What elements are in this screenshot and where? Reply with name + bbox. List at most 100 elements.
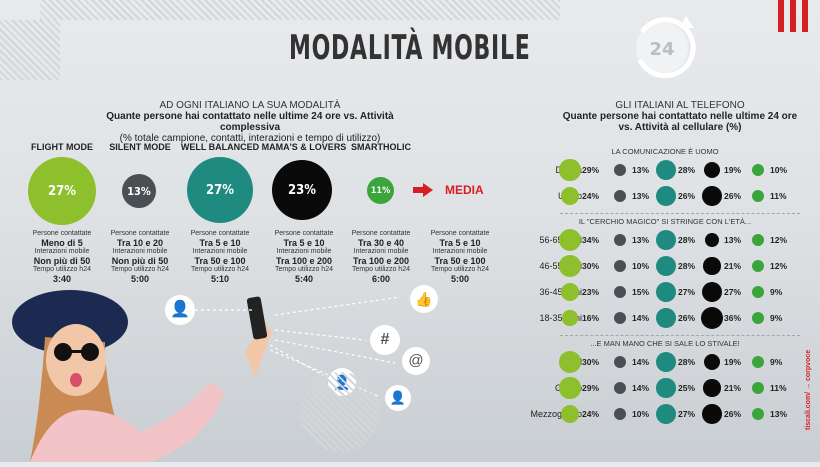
media-label: MEDIA bbox=[445, 183, 484, 197]
value-dot bbox=[614, 408, 626, 420]
value-dot bbox=[752, 190, 764, 202]
table-row: 56-65 anni34%13%28%13%12% bbox=[520, 229, 810, 251]
mode-bubble-mamas: 23% bbox=[272, 160, 332, 220]
value-dot bbox=[614, 312, 626, 324]
value-dot bbox=[559, 159, 581, 181]
table-row: Centro29%14%25%21%11% bbox=[520, 377, 810, 399]
value-percent: 11% bbox=[770, 191, 787, 201]
value-dot bbox=[655, 255, 677, 277]
value-percent: 28% bbox=[678, 235, 696, 245]
value-dot bbox=[752, 408, 764, 420]
mode-stats-flight: Persone contattate Meno di 5 Interazioni … bbox=[32, 230, 92, 284]
page-title: MODALITÀ MOBILE bbox=[289, 28, 531, 68]
table-row: 36-45 anni23% 15% 27% 27% 9% bbox=[520, 281, 810, 303]
table-row: Mezzogiorno 24% 10% 27% 26% 13% bbox=[520, 403, 810, 425]
table-row: 46-55 anni30%10%28%21%12% bbox=[520, 255, 810, 277]
value-dot bbox=[655, 159, 677, 181]
group-title: IL "CERCHIO MAGICO" SI STRINGE CON L'ETÀ… bbox=[578, 217, 752, 226]
source-credit: tiscali.com/ → corpvoce bbox=[805, 349, 812, 430]
mode-bubble-silent: 13% bbox=[122, 174, 156, 208]
right-header-title: GLI ITALIANI AL TELEFONO bbox=[615, 100, 745, 111]
arrow-right-icon bbox=[413, 183, 433, 202]
hatch-band-top bbox=[40, 0, 560, 20]
value-percent: 10% bbox=[632, 261, 650, 271]
value-dot bbox=[752, 382, 764, 394]
value-percent: 13% bbox=[770, 409, 788, 419]
row-label: 36-45 anni bbox=[539, 287, 582, 297]
value-percent: 9% bbox=[770, 357, 783, 367]
left-header-note: (% totale campione, contatti, interazion… bbox=[119, 133, 381, 144]
brand-red-bars bbox=[778, 0, 818, 32]
group-divider bbox=[560, 335, 800, 336]
value-percent: 24% bbox=[582, 191, 600, 201]
table-row: Donna29%13%28%19%10% bbox=[520, 159, 810, 181]
value-dot bbox=[705, 233, 719, 247]
row-label: 18-35 anni bbox=[539, 313, 582, 323]
value-dot bbox=[655, 351, 677, 373]
user-profile-icon: 👤 bbox=[165, 295, 195, 325]
row-label: Mezzogiorno bbox=[530, 409, 582, 419]
value-percent: 24% bbox=[582, 409, 600, 419]
value-percent: 9% bbox=[770, 287, 783, 297]
mode-stats-silent: Persone contattate Tra 10 e 20 Interazion… bbox=[110, 230, 170, 284]
value-percent: 23% bbox=[582, 287, 600, 297]
value-dot bbox=[614, 382, 626, 394]
value-percent: 28% bbox=[678, 261, 696, 271]
value-percent: 27% bbox=[678, 287, 696, 297]
value-dot bbox=[560, 186, 580, 206]
table-row: Uomo24%13%26%26%11% bbox=[520, 185, 810, 207]
value-dot bbox=[656, 186, 676, 206]
value-dot bbox=[752, 164, 764, 176]
mode-label-smartholic: SMARTHOLIC bbox=[351, 142, 411, 152]
mode-bubble-smartholic: 11% bbox=[367, 177, 394, 204]
value-percent: 12% bbox=[770, 235, 788, 245]
value-percent: 11% bbox=[770, 383, 787, 393]
value-dot bbox=[701, 281, 723, 303]
value-percent: 21% bbox=[724, 383, 742, 393]
value-percent: 34% bbox=[582, 235, 600, 245]
value-dot bbox=[559, 229, 581, 251]
right-section-header: GLI ITALIANI AL TELEFONO Quante persone … bbox=[560, 100, 800, 133]
value-percent: 19% bbox=[724, 165, 742, 175]
mode-label-silent: SILENT MODE bbox=[109, 142, 171, 152]
value-dot bbox=[656, 378, 676, 398]
mode-stats-media: Persone contattate Tra 5 e 10 Interazioni… bbox=[430, 230, 490, 284]
mode-label-mamas: MAMA'S & LOVERS bbox=[261, 142, 347, 152]
value-dot bbox=[703, 161, 721, 179]
value-dot bbox=[562, 310, 578, 326]
value-percent: 29% bbox=[582, 165, 600, 175]
value-dot bbox=[752, 234, 764, 246]
group-title: LA COMUNICAZIONE È UOMO bbox=[611, 147, 719, 156]
left-header-question: Quante persone hai contattato nelle ulti… bbox=[106, 111, 394, 133]
mode-stats-balanced: Persone contattate Tra 5 e 10 Interazioni… bbox=[190, 230, 250, 284]
value-dot bbox=[655, 281, 677, 303]
badge-text: 24 bbox=[649, 39, 674, 60]
value-percent: 13% bbox=[632, 165, 650, 175]
group-divider bbox=[560, 213, 800, 214]
group-title: ...E MAN MANO CHE SI SALE LO STIVALE! bbox=[590, 339, 740, 348]
mode-label-balanced: WELL BALANCED bbox=[180, 142, 260, 152]
value-percent: 19% bbox=[724, 357, 742, 367]
value-percent: 28% bbox=[678, 357, 696, 367]
value-dot bbox=[655, 229, 677, 251]
value-percent: 14% bbox=[632, 383, 650, 393]
left-header-title: AD OGNI ITALIANO LA SUA MODALITÀ bbox=[159, 100, 341, 111]
value-dot bbox=[614, 164, 626, 176]
value-percent: 15% bbox=[632, 287, 650, 297]
value-dot bbox=[614, 234, 626, 246]
value-dot bbox=[702, 404, 722, 424]
mode-stats-smartholic: Persone contattate Tra 30 e 40 Interazion… bbox=[351, 230, 411, 284]
value-dot bbox=[752, 312, 764, 324]
value-dot bbox=[560, 404, 580, 424]
value-percent: 26% bbox=[678, 191, 696, 201]
value-dot bbox=[703, 353, 721, 371]
woman-selfie-illustration bbox=[10, 282, 310, 462]
value-percent: 27% bbox=[678, 409, 696, 419]
value-percent: 26% bbox=[678, 313, 696, 323]
value-dot bbox=[559, 351, 581, 373]
thumbs-up-icon: 👍 bbox=[410, 285, 438, 313]
value-percent: 13% bbox=[632, 191, 650, 201]
mode-bubble-balanced: 27% bbox=[187, 157, 253, 223]
mode-label-flight: FLIGHT MODE bbox=[31, 142, 93, 152]
value-percent: 13% bbox=[724, 235, 742, 245]
